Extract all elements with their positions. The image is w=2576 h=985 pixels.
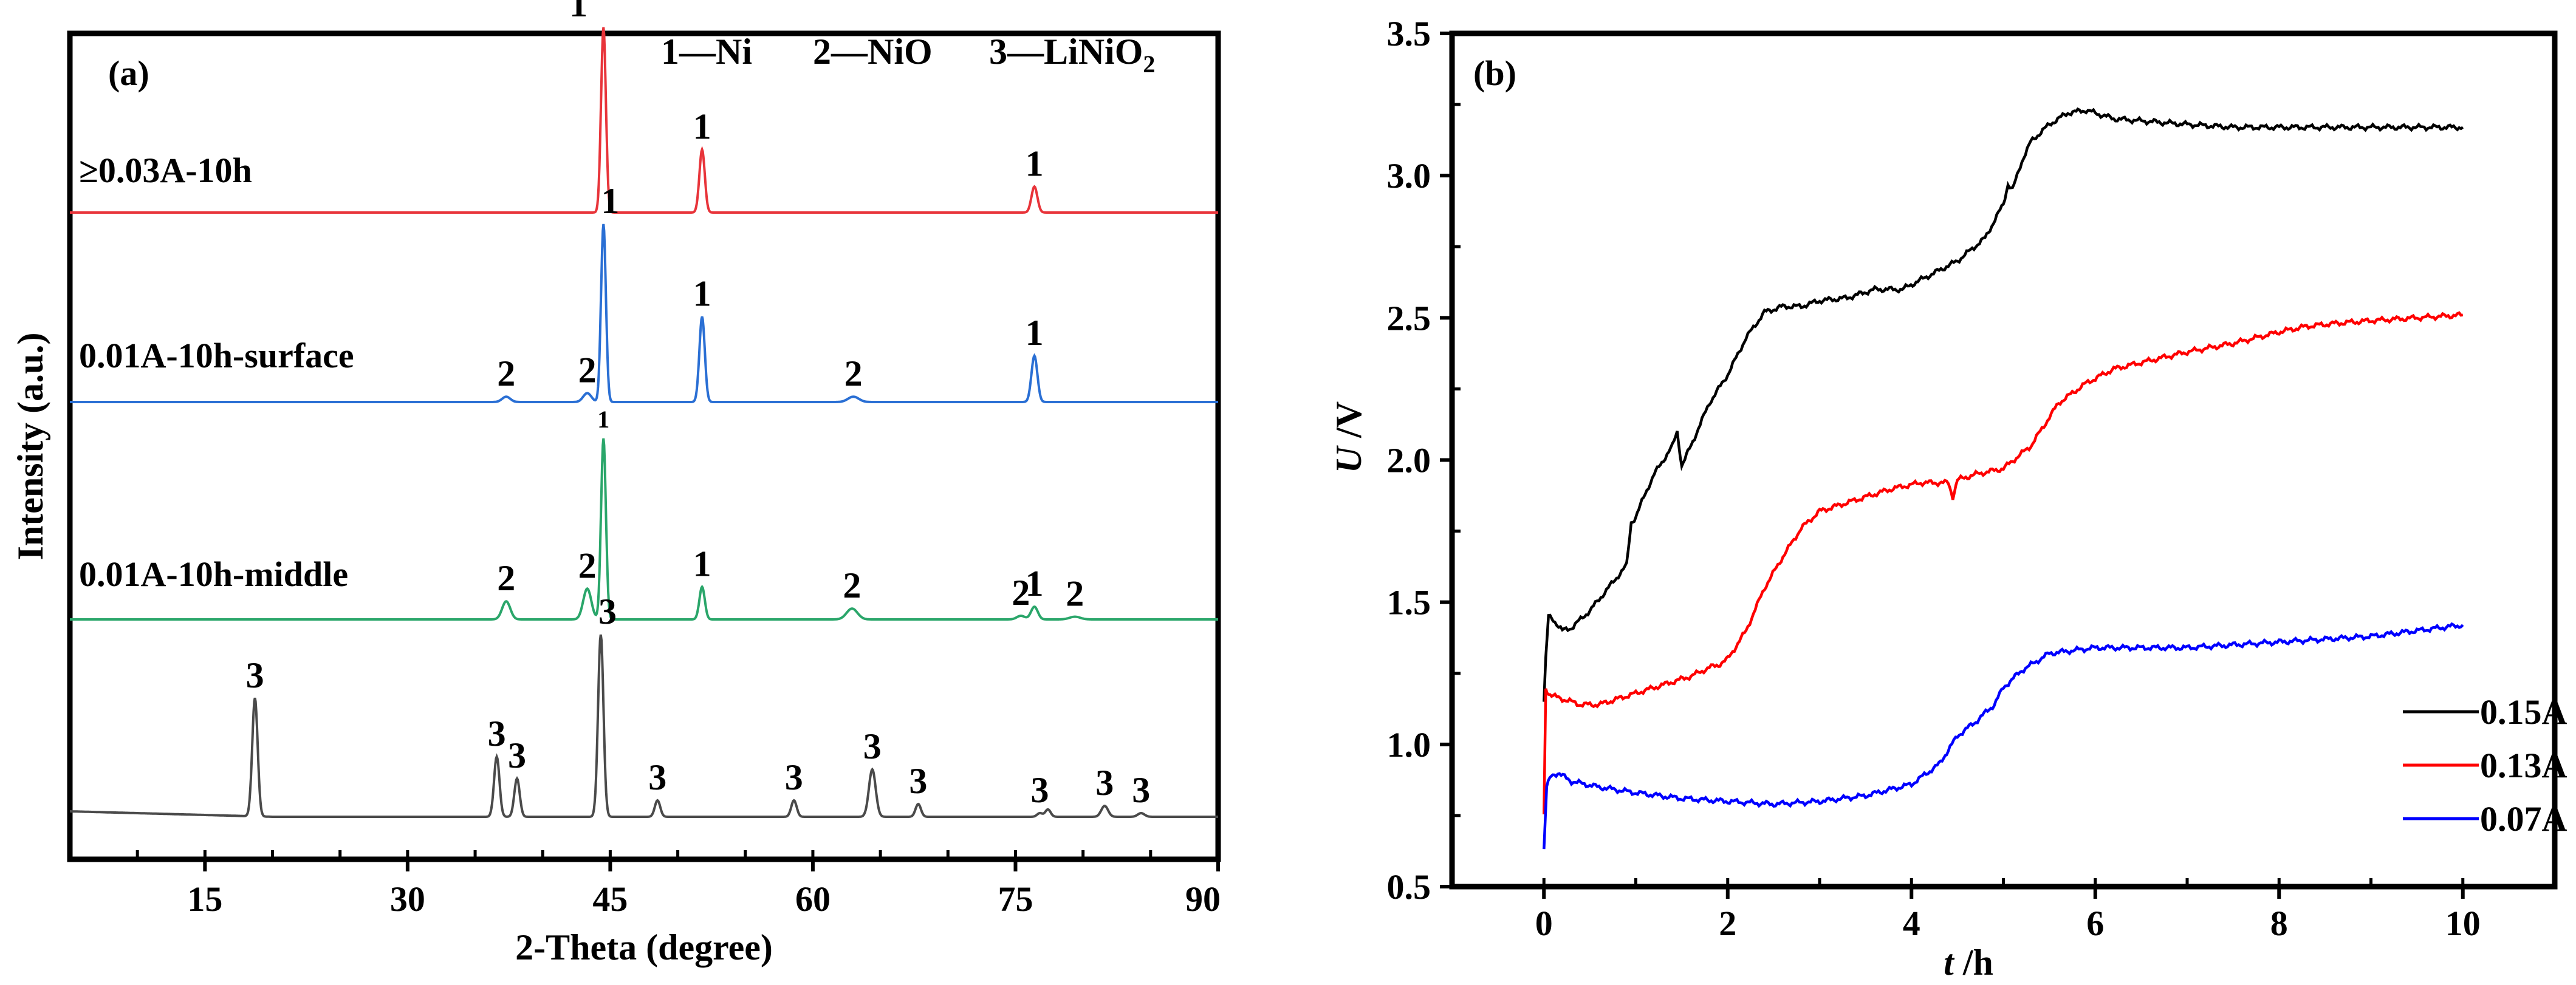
y-tick-label: 3.0 [1387, 156, 1431, 196]
peak-label: 1 [1026, 143, 1044, 183]
x-tick-label: 4 [1903, 904, 1920, 943]
panel-b-label: (b) [1473, 53, 1516, 93]
x-tick-label: 0 [1535, 904, 1553, 943]
voltage-trace-0.13A [1543, 311, 2464, 814]
y-tick-label: 2.5 [1387, 298, 1431, 338]
peak-label: 3 [909, 761, 927, 801]
x-tick-label: 8 [2270, 904, 2288, 943]
peak-label: 2 [844, 353, 863, 394]
peak-label: 3 [598, 591, 617, 632]
x-tick-label: 6 [2086, 904, 2104, 943]
peak-label: 1 [693, 544, 711, 584]
y-tick-label: 1.0 [1387, 725, 1431, 765]
peak-label: 2 [1066, 574, 1084, 614]
peak-label: 1 [569, 0, 587, 24]
panel-b-x-label: t /h [1944, 942, 1993, 983]
x-tick-label: 2 [1719, 904, 1736, 943]
peak-label: 2 [578, 350, 597, 390]
trace-label: 0.01A-10h-middle [79, 554, 348, 594]
legend-linio2: 3—LiNiO2 [989, 32, 1155, 78]
peak-label: 3 [508, 735, 526, 775]
y-tick-label: 2.0 [1387, 441, 1431, 480]
y-tick-label: 1.5 [1387, 583, 1431, 622]
x-tick-label: 75 [998, 879, 1033, 919]
xrd-trace-2 [70, 438, 1218, 621]
peak-label: 1 [597, 406, 609, 433]
panel-b-y-label: U /V [1329, 401, 1369, 473]
peak-label: 3 [488, 714, 506, 754]
legend-label: 0.15A [2480, 692, 2567, 732]
panel-a-y-label: Intensity (a.u.) [10, 332, 50, 560]
peak-label: 3 [1095, 763, 1114, 803]
x-tick-label: 45 [592, 879, 628, 919]
legend-ni: 1—Ni [661, 32, 752, 72]
x-tick-label: 10 [2445, 904, 2481, 943]
x-tick-label: 15 [187, 879, 222, 919]
panel-a-label: (a) [108, 53, 149, 93]
peak-label: 3 [246, 655, 264, 695]
panel-b-frame [1449, 30, 2558, 890]
y-tick-label: 3.5 [1387, 14, 1431, 53]
xrd-trace-0 [70, 27, 1218, 214]
peak-label: 3 [785, 757, 803, 797]
xrd-trace-3 [70, 634, 1218, 818]
x-tick-label: 30 [390, 879, 425, 919]
peak-label: 2 [497, 353, 515, 394]
panel-a-frame [67, 30, 1221, 862]
trace-label: 0.01A-10h-surface [79, 336, 354, 375]
peak-label: 1 [693, 273, 711, 313]
panel-a-x-label: 2-Theta (degree) [515, 927, 773, 967]
peak-label: 2 [843, 565, 861, 605]
y-tick-label: 0.5 [1387, 867, 1431, 907]
panel-b-y-axis: 0.5 1.0 1.5 2.0 2.5 3.0 3.5 [1387, 14, 1461, 907]
peak-label: 1 [1026, 313, 1044, 353]
peak-label: 3 [863, 726, 882, 766]
legend-nio: 2—NiO [813, 32, 933, 72]
peak-label: 3 [1132, 770, 1150, 810]
panel-b-voltage: (b) 0.51.01.52.02.53.03.5 0 2 4 6 8 10 0.15A0… [1329, 14, 2567, 983]
peak-label: 2 [1012, 573, 1030, 613]
voltage-trace-0.15A [1543, 107, 2464, 702]
legend-label: 0.07A [2480, 799, 2567, 839]
peak-label: 1 [601, 181, 619, 221]
panel-a-x-axis: 15 30 45 60 75 90 [135, 850, 1221, 919]
voltage-trace-0.07A [1543, 622, 2464, 850]
peak-label: 3 [648, 757, 666, 797]
peak-label: 3 [1030, 770, 1049, 810]
legend-label: 0.13A [2480, 746, 2567, 785]
panel-b-legend: 0.15A 0.13A 0.07A [2403, 692, 2567, 839]
trace-label: ≥0.03A-10h [79, 151, 252, 190]
panel-b-x-axis: 0 2 4 6 8 10 [1450, 878, 2557, 943]
peak-label: 2 [578, 545, 597, 585]
xrd-trace-1 [70, 223, 1218, 403]
peak-label: 1 [1026, 564, 1044, 604]
panel-b-traces [1543, 107, 2464, 850]
x-tick-label: 90 [1185, 879, 1221, 919]
peak-label: 2 [497, 558, 515, 598]
peak-label: 1 [693, 106, 711, 146]
x-tick-label: 60 [795, 879, 831, 919]
